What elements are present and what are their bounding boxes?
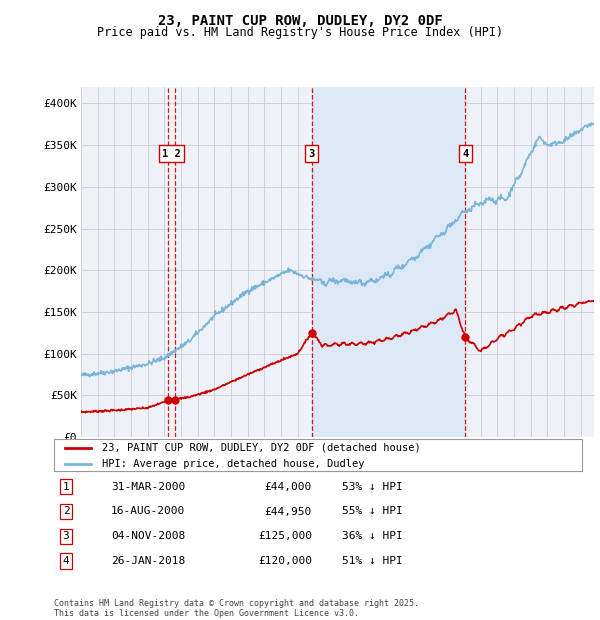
Text: 23, PAINT CUP ROW, DUDLEY, DY2 0DF (detached house): 23, PAINT CUP ROW, DUDLEY, DY2 0DF (deta…	[101, 443, 420, 453]
Text: 1 2: 1 2	[162, 149, 181, 159]
Text: £44,000: £44,000	[265, 482, 312, 492]
Text: £125,000: £125,000	[258, 531, 312, 541]
Text: 23, PAINT CUP ROW, DUDLEY, DY2 0DF: 23, PAINT CUP ROW, DUDLEY, DY2 0DF	[158, 14, 442, 28]
Text: Contains HM Land Registry data © Crown copyright and database right 2025.
This d: Contains HM Land Registry data © Crown c…	[54, 599, 419, 618]
Text: 55% ↓ HPI: 55% ↓ HPI	[342, 507, 403, 516]
FancyBboxPatch shape	[54, 439, 582, 471]
Text: 2: 2	[62, 507, 70, 516]
Text: 31-MAR-2000: 31-MAR-2000	[111, 482, 185, 492]
Text: 16-AUG-2000: 16-AUG-2000	[111, 507, 185, 516]
Text: Price paid vs. HM Land Registry's House Price Index (HPI): Price paid vs. HM Land Registry's House …	[97, 26, 503, 39]
Text: 4: 4	[62, 556, 70, 566]
Text: 3: 3	[62, 531, 70, 541]
Text: £44,950: £44,950	[265, 507, 312, 516]
Text: 36% ↓ HPI: 36% ↓ HPI	[342, 531, 403, 541]
Text: 4: 4	[462, 149, 469, 159]
Text: 04-NOV-2008: 04-NOV-2008	[111, 531, 185, 541]
Text: 51% ↓ HPI: 51% ↓ HPI	[342, 556, 403, 566]
Bar	[311, 87, 465, 437]
Text: 1: 1	[62, 482, 70, 492]
Text: HPI: Average price, detached house, Dudley: HPI: Average price, detached house, Dudl…	[101, 459, 364, 469]
Text: 3: 3	[308, 149, 314, 159]
Text: 53% ↓ HPI: 53% ↓ HPI	[342, 482, 403, 492]
Text: 26-JAN-2018: 26-JAN-2018	[111, 556, 185, 566]
Text: £120,000: £120,000	[258, 556, 312, 566]
